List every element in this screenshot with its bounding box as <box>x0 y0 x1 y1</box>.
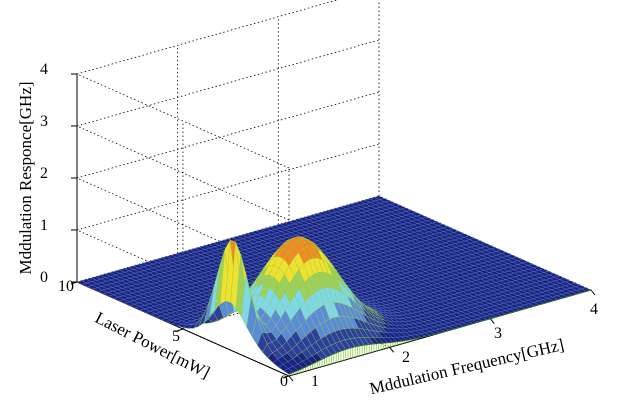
z-tick-label: 2 <box>40 165 48 182</box>
y-tick-mark <box>282 375 290 379</box>
tick-labels: 0 1 2 3 4 10 5 0 1 2 3 4 <box>40 61 598 390</box>
x-tick-label: 1 <box>311 373 319 390</box>
z-tick-label: 0 <box>40 269 48 286</box>
x-tick-label: 3 <box>494 325 502 342</box>
z-axis-label: Mddulation Responce[GHz] <box>16 81 35 274</box>
front-edge-curve <box>288 289 592 375</box>
x-tick-mark <box>389 347 395 353</box>
grid-line <box>76 229 290 325</box>
y-tick-label: 5 <box>172 328 180 345</box>
x-tick-mark <box>590 289 596 296</box>
x-tick-label: 2 <box>402 349 410 366</box>
grid-line <box>76 0 339 75</box>
y-tick-label: 10 <box>58 278 74 295</box>
grid-line <box>76 39 380 127</box>
y-tick-mark <box>176 328 184 332</box>
x-tick-mark <box>489 318 495 324</box>
x-tick-mark <box>288 375 294 382</box>
z-tick-label: 4 <box>40 61 48 78</box>
grid-line <box>76 73 290 169</box>
grid-line <box>76 177 290 273</box>
grid-line <box>76 143 380 231</box>
z-tick-label: 1 <box>40 217 48 234</box>
x-tick-label: 4 <box>590 301 598 318</box>
z-tick-label: 3 <box>40 113 48 130</box>
grid-line <box>76 91 380 179</box>
y-tick-label: 0 <box>280 373 288 390</box>
surface-plot <box>76 195 592 376</box>
grid-line <box>76 125 290 221</box>
